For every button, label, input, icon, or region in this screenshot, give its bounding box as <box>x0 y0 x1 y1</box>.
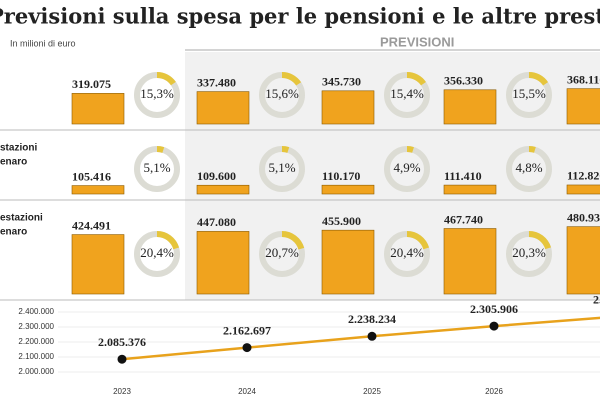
amount-label: 109.600 <box>197 169 236 183</box>
amount-label: 447.080 <box>197 215 236 229</box>
bar <box>321 184 375 195</box>
donut-share <box>506 146 552 192</box>
bar <box>71 93 125 125</box>
share-label: 5,1% <box>143 160 170 175</box>
amount-label: 110.170 <box>322 169 360 183</box>
bar <box>196 184 250 195</box>
point-label: 2.085.376 <box>98 335 146 349</box>
bar <box>566 88 600 125</box>
point <box>117 354 127 364</box>
point <box>367 331 377 341</box>
bar <box>196 231 250 295</box>
row-label: estazioni <box>0 213 43 224</box>
bar <box>196 91 250 125</box>
row-label: stazioni <box>0 143 37 154</box>
bar <box>321 90 375 125</box>
share-label: 15,5% <box>512 86 546 101</box>
amount-label: 424.491 <box>72 218 111 232</box>
bar <box>71 185 125 195</box>
amount-label: 111.410 <box>444 169 482 183</box>
donut-share <box>259 231 305 277</box>
bar <box>321 229 375 295</box>
row-label: enaro <box>0 227 27 238</box>
x-tick-label: 2023 <box>113 387 131 396</box>
bar <box>443 89 497 125</box>
amount-label: 337.480 <box>197 75 236 89</box>
amount-label: 356.330 <box>444 74 483 88</box>
amount-label: 467.740 <box>444 212 483 226</box>
x-tick-label: 2025 <box>363 387 381 396</box>
forecast-label: PREVISIONI <box>380 34 454 49</box>
y-tick-label: 2.400.000 <box>18 307 54 316</box>
donut-share <box>384 231 430 277</box>
title: Previsioni sulla spesa per le pensioni e… <box>0 4 600 29</box>
share-label: 4,9% <box>393 160 420 175</box>
amount-label: 368.110 <box>567 72 600 86</box>
donut-share <box>259 72 305 118</box>
amount-label: 455.900 <box>322 214 361 228</box>
donut-share <box>506 231 552 277</box>
point <box>242 343 252 353</box>
donut-share <box>384 146 430 192</box>
amount-label: 112.820 <box>567 169 600 183</box>
donut-share <box>134 231 180 277</box>
share-label: 15,3% <box>140 86 174 101</box>
share-label: 20,7% <box>265 245 299 260</box>
donut-share <box>506 72 552 118</box>
share-label: 15,6% <box>265 86 299 101</box>
x-tick-label: 2026 <box>485 387 503 396</box>
amount-label: 105.416 <box>72 169 111 183</box>
subtitle: In milioni di euro <box>10 38 76 48</box>
donut-share <box>384 72 430 118</box>
amount-label: 345.730 <box>322 75 361 89</box>
y-tick-label: 2.200.000 <box>18 337 54 346</box>
donut-share <box>134 72 180 118</box>
share-label: 4,8% <box>515 160 542 175</box>
forecast-panel <box>185 52 600 300</box>
donut-share <box>134 146 180 192</box>
point-label: 2.238.234 <box>348 312 396 326</box>
share-label: 5,1% <box>268 160 295 175</box>
bar <box>443 184 497 195</box>
amount-label: 319.075 <box>72 77 111 91</box>
y-tick-label: 2.100.000 <box>18 352 54 361</box>
y-tick-label: 2.000.000 <box>18 367 54 376</box>
y-tick-label: 2.300.000 <box>18 322 54 331</box>
amount-label: 480.930 <box>567 210 600 224</box>
share-label: 20,3% <box>512 245 546 260</box>
point-label: 2.370.000 <box>593 292 600 306</box>
row-label: enaro <box>0 157 27 168</box>
bar <box>566 226 600 295</box>
donut-share <box>259 146 305 192</box>
share-label: 20,4% <box>390 245 424 260</box>
point-label: 2.305.906 <box>470 302 518 316</box>
x-tick-label: 2024 <box>238 387 256 396</box>
bar <box>443 228 497 295</box>
point-label: 2.162.697 <box>223 323 271 337</box>
share-label: 15,4% <box>390 86 424 101</box>
bar <box>71 234 125 295</box>
point <box>489 321 499 331</box>
share-label: 20,4% <box>140 245 174 260</box>
bar <box>566 184 600 195</box>
